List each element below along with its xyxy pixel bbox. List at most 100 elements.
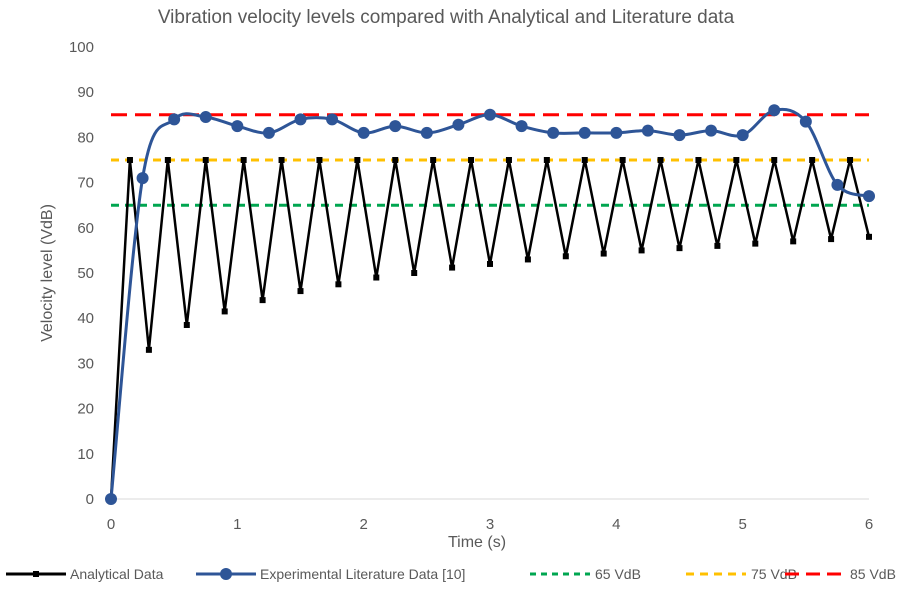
x-tick-label: 4: [612, 516, 620, 533]
data-point: [164, 157, 171, 163]
y-tick-label: 20: [77, 401, 94, 418]
y-tick-label: 70: [77, 175, 94, 192]
x-axis: 0 1 2 3 4 5 6: [107, 516, 873, 533]
data-point: [335, 281, 342, 288]
data-point: [484, 108, 496, 121]
data-point: [809, 157, 816, 163]
x-tick-label: 6: [865, 516, 873, 533]
data-point: [389, 120, 402, 133]
y-axis: 0 10 20 30 40 50 60 70 80 90 100: [69, 39, 94, 508]
data-point: [420, 126, 433, 139]
data-point: [790, 238, 797, 245]
data-point: [578, 126, 591, 139]
data-point: [638, 247, 645, 254]
y-tick-label: 90: [77, 84, 94, 101]
data-point: [231, 120, 244, 133]
x-tick-label: 5: [738, 516, 746, 533]
data-point: [183, 321, 190, 328]
y-tick-label: 40: [77, 310, 94, 327]
legend-label: Analytical Data: [70, 566, 164, 582]
plot-area: [105, 104, 875, 505]
y-tick-label: 100: [69, 39, 94, 56]
data-point: [411, 270, 418, 276]
series-line: [109, 158, 871, 500]
data-point: [452, 118, 465, 131]
data-point: [752, 240, 759, 247]
series-analytical-data: [108, 157, 872, 502]
legend-item-85-vdb: 85 VdB: [785, 566, 896, 582]
data-point: [487, 260, 493, 267]
legend-marker: [33, 571, 39, 577]
data-point: [449, 264, 456, 271]
data-point: [199, 111, 212, 124]
data-point: [357, 126, 370, 139]
y-axis-label: Velocity level (VdB): [39, 204, 56, 342]
data-point: [136, 172, 149, 185]
chart-title: Vibration velocity levels compared with …: [158, 7, 735, 28]
data-point: [373, 274, 380, 281]
data-point: [262, 126, 275, 139]
data-point: [799, 115, 812, 128]
data-point: [240, 157, 247, 163]
data-point: [657, 157, 664, 163]
legend-marker: [220, 568, 232, 580]
data-point: [145, 346, 152, 353]
data-point: [468, 157, 475, 163]
data-point: [259, 297, 266, 304]
data-point: [354, 157, 361, 163]
data-point: [831, 178, 844, 191]
data-point: [676, 245, 683, 252]
data-point: [202, 157, 209, 163]
data-point: [847, 157, 854, 163]
legend-item-analytical-data: Analytical Data: [6, 566, 164, 582]
legend-label: Experimental Literature Data [10]: [260, 566, 465, 582]
y-tick-label: 50: [77, 265, 94, 282]
data-point: [316, 157, 323, 163]
data-point: [866, 233, 872, 240]
y-tick-label: 30: [77, 355, 94, 372]
x-tick-label: 1: [233, 516, 241, 533]
x-tick-label: 0: [107, 516, 115, 533]
data-point: [505, 157, 512, 163]
data-point: [547, 126, 560, 139]
legend-item-experimental-literature-data-10: Experimental Literature Data [10]: [196, 566, 465, 582]
x-axis-label: Time (s): [448, 534, 506, 551]
data-point: [297, 288, 304, 295]
data-point: [168, 113, 181, 126]
legend-label: 75 VdB: [751, 566, 797, 582]
legend-label: 85 VdB: [850, 566, 896, 582]
data-point: [828, 236, 835, 243]
data-point: [430, 157, 437, 163]
data-point: [600, 250, 607, 257]
legend-label: 65 VdB: [595, 566, 641, 582]
data-point: [771, 157, 778, 163]
legend: Analytical Data Experimental Literature D…: [6, 566, 896, 582]
data-point: [610, 126, 623, 139]
data-point: [581, 157, 588, 163]
data-point: [294, 113, 307, 126]
legend-item-75-vdb: 75 VdB: [686, 566, 797, 582]
legend-item-65-vdb: 65 VdB: [530, 566, 641, 582]
data-point: [673, 129, 686, 142]
data-point: [524, 256, 531, 263]
y-tick-label: 80: [77, 129, 94, 146]
x-tick-label: 3: [486, 516, 494, 533]
data-point: [515, 120, 528, 133]
data-point: [278, 157, 285, 163]
data-point: [641, 124, 654, 137]
data-point: [619, 157, 626, 163]
data-point: [392, 157, 399, 163]
x-tick-label: 2: [359, 516, 367, 533]
data-point: [714, 242, 721, 249]
data-point: [768, 104, 781, 117]
data-point: [733, 157, 740, 163]
data-point: [863, 190, 875, 203]
y-tick-label: 0: [86, 491, 94, 508]
series-experimental-literature-data-10: [105, 104, 875, 505]
data-point: [705, 124, 718, 137]
data-point: [695, 157, 702, 163]
y-tick-label: 10: [77, 446, 94, 463]
data-point: [543, 157, 550, 163]
data-point: [326, 113, 339, 126]
